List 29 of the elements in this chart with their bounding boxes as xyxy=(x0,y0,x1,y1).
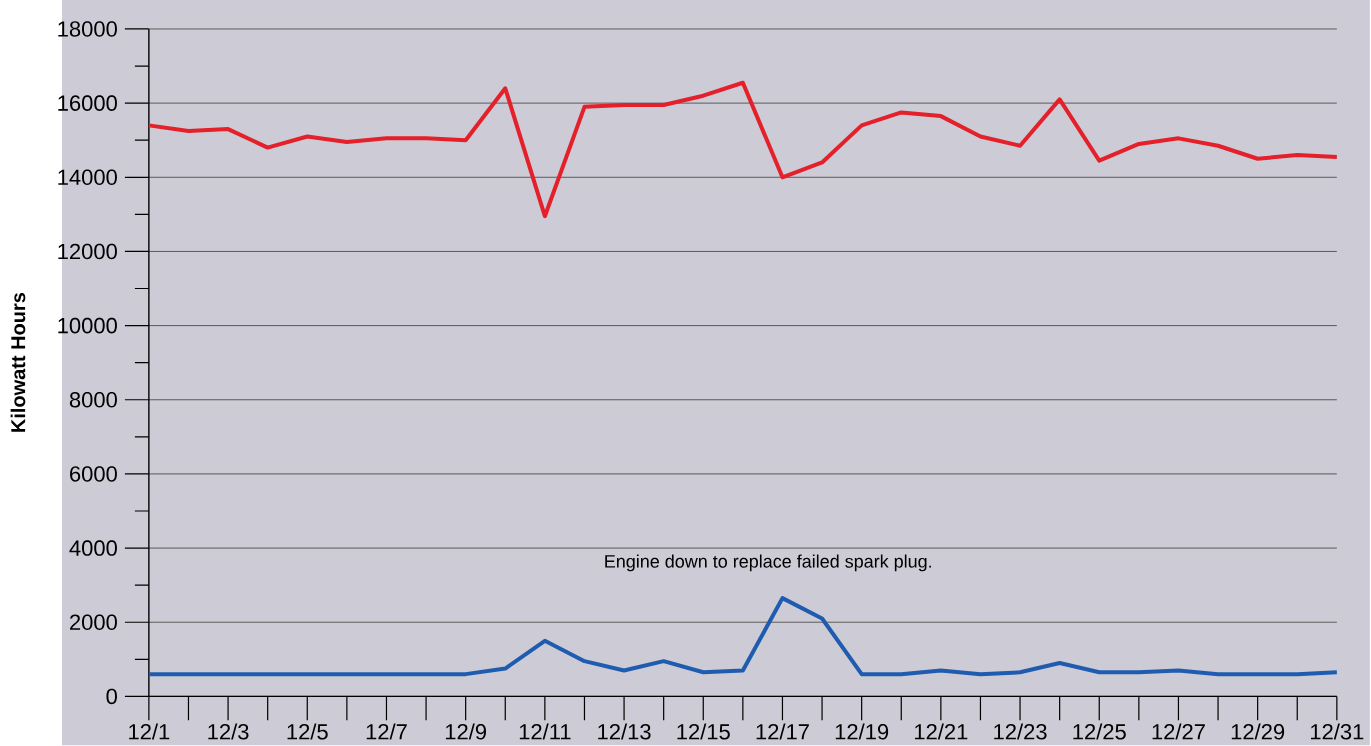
x-tick-label: 12/31 xyxy=(1311,723,1364,740)
x-tick-label: 12/17 xyxy=(756,723,809,740)
y-tick-label: 0 xyxy=(106,688,117,705)
x-tick-label: 12/7 xyxy=(366,723,407,740)
y-tick-label: 10000 xyxy=(58,317,117,334)
y-tick-label: 2000 xyxy=(70,614,117,630)
x-tick-label: 12/9 xyxy=(445,723,487,740)
x-tick-label: 12/15 xyxy=(677,723,730,740)
annotation: Engine down to replace failed spark plug. xyxy=(605,554,931,572)
x-tick-label: 12/21 xyxy=(915,723,968,740)
x-tick-label: 12/3 xyxy=(208,723,249,740)
x-tick-label: 12/5 xyxy=(287,723,328,740)
line-series xyxy=(146,80,1339,219)
y-tick-label: 14000 xyxy=(58,169,117,185)
x-tick-label: 12/23 xyxy=(994,723,1047,740)
x-tick-label: 12/29 xyxy=(1231,723,1285,740)
x-tick-label: 12/19 xyxy=(835,723,889,740)
y-axis-title: Kilowatt Hours xyxy=(10,292,26,432)
y-tick-label: 6000 xyxy=(70,466,117,482)
y-tick-label: 8000 xyxy=(69,391,117,408)
x-tick-label: 12/25 xyxy=(1073,723,1126,740)
x-tick-label: 12/27 xyxy=(1152,723,1205,740)
x-tick-label: 12/11 xyxy=(519,723,571,740)
x-tick-label: 12/13 xyxy=(598,723,651,740)
y-tick-label: 4000 xyxy=(69,540,117,556)
y-tick-label: 18000 xyxy=(58,21,117,37)
y-tick-label: 12000 xyxy=(58,243,117,260)
x-tick-label: 12/1 xyxy=(129,723,170,740)
y-tick-label: 16000 xyxy=(58,95,117,111)
